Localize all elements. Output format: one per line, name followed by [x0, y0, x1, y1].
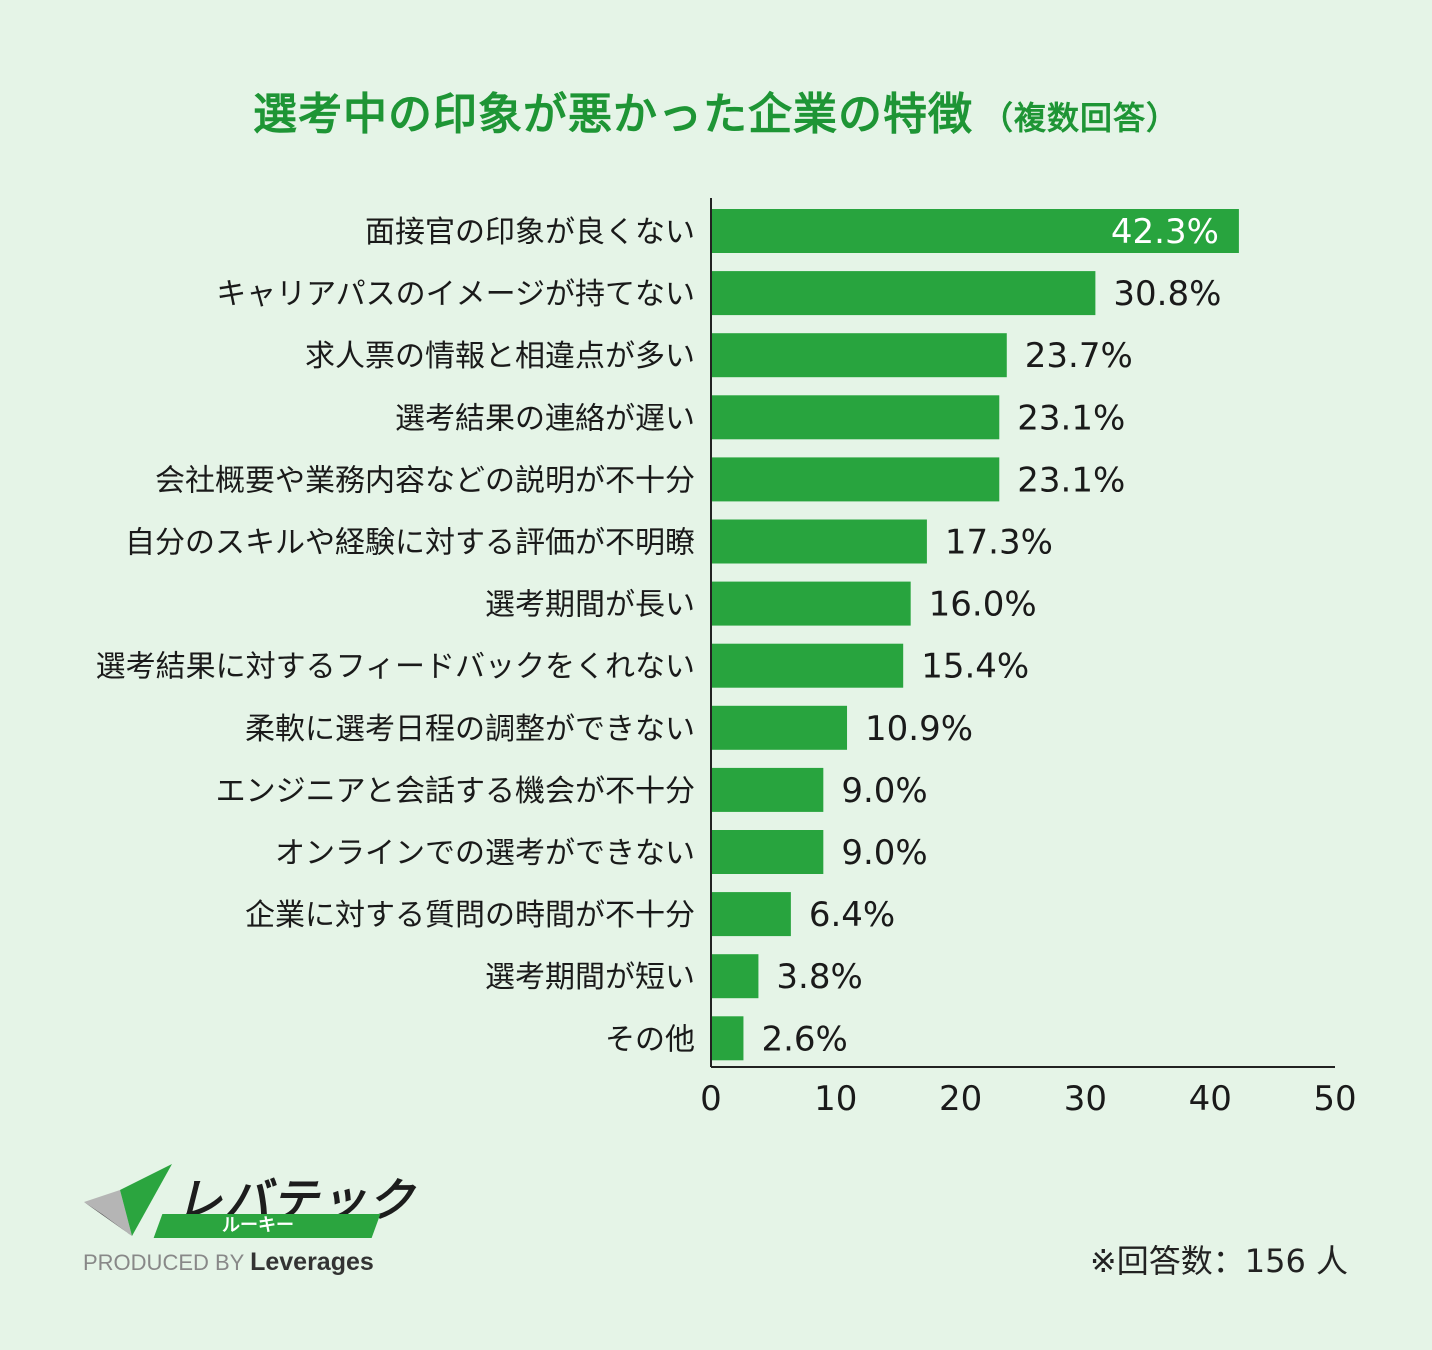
category-label: 企業に対する質問の時間が不十分 — [245, 898, 695, 933]
data-label: 15.4% — [921, 647, 1029, 687]
data-label: 6.4% — [809, 895, 895, 935]
x-tick-label: 50 — [1313, 1079, 1356, 1119]
bar-chart: 面接官の印象が良くない 42.3% キャリアパスのイメージが持てない 30.8% 求人票… — [96, 198, 1357, 1119]
response-count-note: ※回答数：156 人 — [1089, 1242, 1348, 1280]
bar — [711, 333, 1007, 378]
data-label: 30.8% — [1113, 274, 1221, 314]
bar — [711, 830, 824, 874]
bar — [711, 767, 824, 812]
category-label: 柔軟に選考日程の調整ができない — [245, 712, 695, 747]
data-label: 23.1% — [1017, 460, 1125, 500]
data-label: 9.0% — [841, 771, 927, 811]
data-label: 9.0% — [841, 833, 927, 873]
bar — [711, 581, 911, 626]
brand-name: Leverages — [250, 1248, 374, 1276]
produced-by-label: PRODUCED BY — [83, 1250, 244, 1275]
data-label: 16.0% — [929, 585, 1037, 625]
bar — [711, 892, 791, 937]
bar — [711, 395, 1000, 440]
category-label: 自分のスキルや経験に対する評価が不明瞭 — [125, 526, 695, 561]
category-label: 求人票の情報と相違点が多い — [305, 339, 695, 374]
data-label: 42.3% — [1111, 212, 1219, 252]
category-label: オンラインでの選考ができない — [275, 836, 695, 871]
category-label: その他 — [605, 1022, 695, 1057]
category-label: 選考結果の連絡が遅い — [395, 401, 695, 436]
bar — [711, 1016, 744, 1061]
bar — [711, 954, 759, 999]
category-label: エンジニアと会話する機会が不十分 — [216, 774, 695, 809]
category-label: 選考期間が短い — [485, 960, 695, 995]
data-label: 2.6% — [761, 1019, 847, 1059]
data-label: 23.1% — [1017, 398, 1125, 438]
category-label: 面接官の印象が良くない — [365, 215, 695, 250]
chart-title: 選考中の印象が悪かった企業の特徴 （複数回答） — [0, 78, 1432, 142]
x-tick-label: 40 — [1189, 1079, 1232, 1119]
data-label: 23.7% — [1025, 336, 1133, 376]
produced-by: PRODUCED BY Leverages — [83, 1248, 374, 1277]
bar — [711, 457, 1000, 502]
levtech-rookie-logo: レバテック ルーキー PRODUCED BY Leverages — [80, 1160, 414, 1290]
category-label: 選考結果に対するフィードバックをくれない — [96, 650, 695, 685]
bar — [711, 643, 904, 688]
category-label: キャリアパスのイメージが持てない — [216, 277, 695, 312]
category-label: 会社概要や業務内容などの説明が不十分 — [155, 463, 695, 498]
bar — [711, 271, 1096, 316]
chart-title-main: 選考中の印象が悪かった企業の特徴 — [252, 89, 973, 140]
bar — [711, 209, 1239, 253]
data-label: 3.8% — [776, 957, 862, 997]
x-tick-label: 20 — [939, 1079, 982, 1119]
x-tick-label: 30 — [1064, 1079, 1107, 1119]
x-tick-label: 0 — [700, 1079, 722, 1119]
bar — [711, 705, 848, 750]
data-label: 17.3% — [945, 523, 1053, 563]
data-label: 10.9% — [865, 709, 973, 749]
category-label: 選考期間が長い — [485, 588, 695, 623]
x-tick-label: 10 — [814, 1079, 857, 1119]
chart-title-note: （複数回答） — [980, 99, 1179, 137]
bar — [711, 519, 927, 564]
checkmark-logo-icon — [84, 1164, 172, 1236]
logo-subtitle: ルーキー — [222, 1215, 294, 1236]
